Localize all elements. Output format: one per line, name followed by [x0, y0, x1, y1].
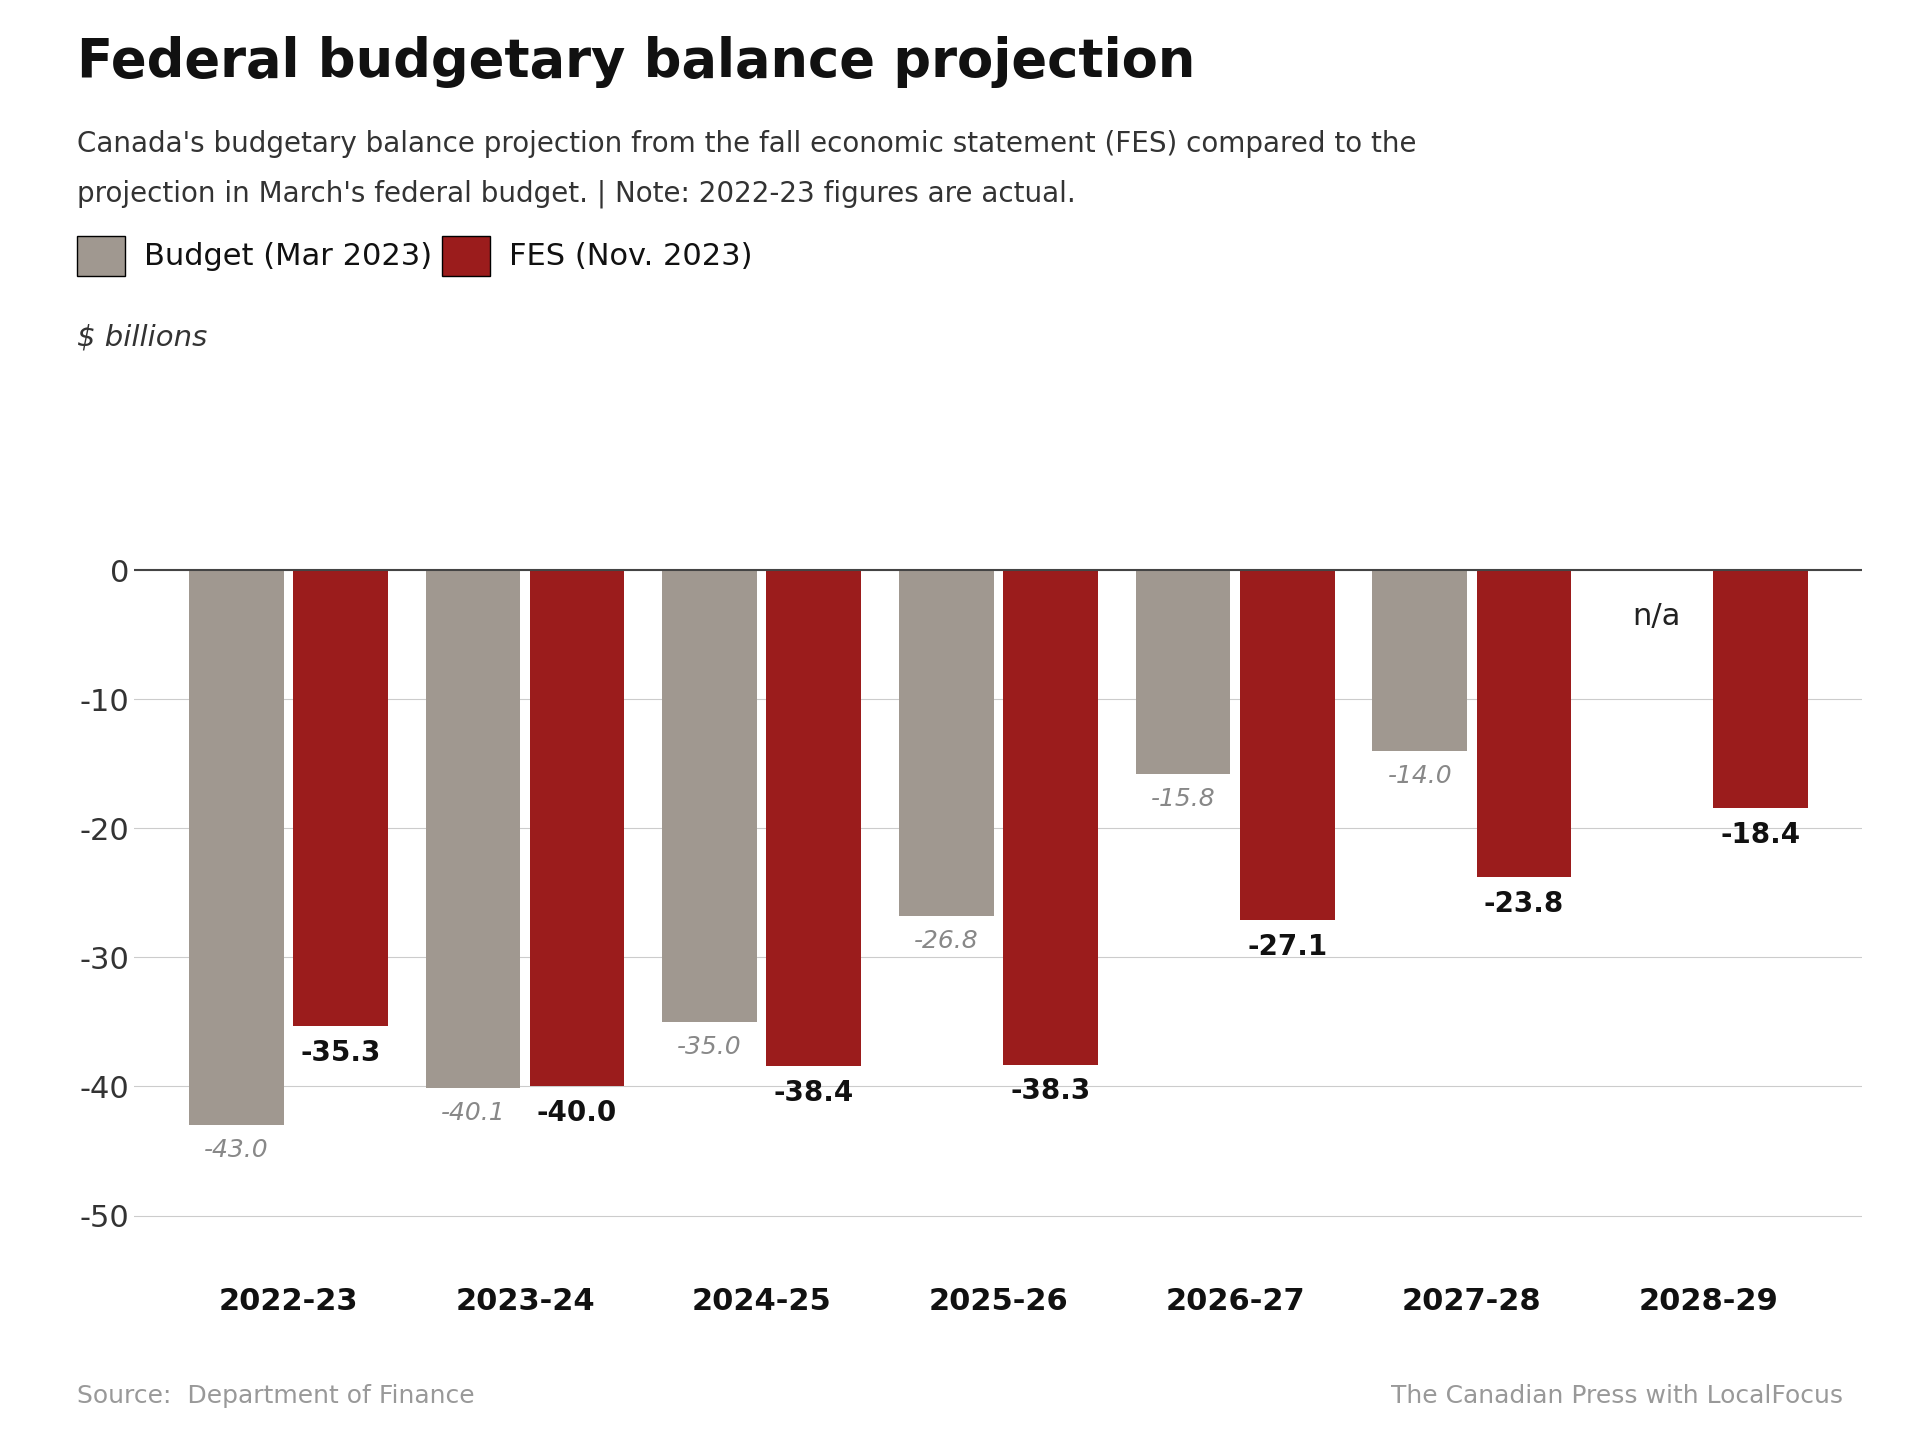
Text: projection in March's federal budget. | Note: 2022-23 figures are actual.: projection in March's federal budget. | …	[77, 180, 1075, 209]
Bar	[188, 570, 284, 1125]
Bar	[1373, 570, 1467, 750]
Bar	[1002, 570, 1098, 1064]
Bar	[1240, 570, 1334, 920]
Text: -38.3: -38.3	[1010, 1077, 1091, 1106]
Text: -43.0: -43.0	[204, 1138, 269, 1162]
Text: -35.3: -35.3	[300, 1038, 380, 1067]
Text: -14.0: -14.0	[1388, 763, 1452, 788]
Text: -18.4: -18.4	[1720, 821, 1801, 848]
Text: -40.0: -40.0	[538, 1099, 616, 1128]
Text: n/a: n/a	[1632, 602, 1680, 631]
Text: -23.8: -23.8	[1484, 890, 1565, 919]
Text: -40.1: -40.1	[440, 1100, 505, 1125]
Text: The Canadian Press with LocalFocus: The Canadian Press with LocalFocus	[1392, 1384, 1843, 1408]
Text: -27.1: -27.1	[1248, 933, 1327, 960]
Bar	[530, 570, 624, 1086]
Bar	[426, 570, 520, 1087]
Text: -26.8: -26.8	[914, 929, 979, 953]
Text: Federal budgetary balance projection: Federal budgetary balance projection	[77, 36, 1194, 88]
Text: FES (Nov. 2023): FES (Nov. 2023)	[509, 242, 753, 271]
Text: -35.0: -35.0	[678, 1035, 741, 1058]
Text: $ billions: $ billions	[77, 324, 207, 351]
Text: Source:  Department of Finance: Source: Department of Finance	[77, 1384, 474, 1408]
Bar	[766, 570, 860, 1066]
Text: Canada's budgetary balance projection from the fall economic statement (FES) com: Canada's budgetary balance projection fr…	[77, 130, 1417, 157]
Bar	[1137, 570, 1231, 775]
Bar	[899, 570, 995, 916]
Bar	[662, 570, 756, 1022]
Bar	[1476, 570, 1571, 877]
Text: -38.4: -38.4	[774, 1079, 854, 1107]
Bar	[1713, 570, 1809, 808]
Text: -15.8: -15.8	[1150, 786, 1215, 811]
Bar	[294, 570, 388, 1025]
Text: Budget (Mar 2023): Budget (Mar 2023)	[144, 242, 432, 271]
